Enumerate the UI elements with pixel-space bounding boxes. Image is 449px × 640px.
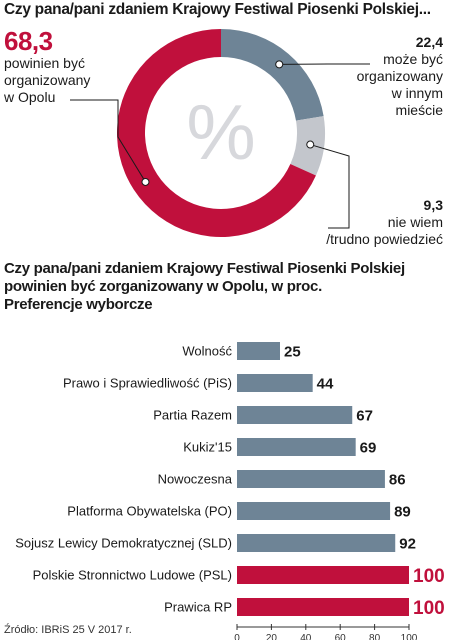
bar-chart: Wolność 25 Prawo i Sprawiedliwość (PiS) 44 P…	[15, 342, 445, 640]
value-label: 69	[360, 440, 377, 457]
bar	[237, 534, 396, 552]
x-tick-label: 20	[266, 633, 278, 640]
value-label: 92	[399, 536, 416, 553]
bar-chart-title-line: Czy pana/pani zdaniem Krajowy Festiwal P…	[4, 260, 405, 277]
slice-label-line: mieście	[395, 102, 443, 118]
bar	[237, 502, 391, 520]
slice-label-other-city: może być organizowany w innym mieście	[333, 51, 443, 119]
slice-label-line: organizowany	[356, 68, 443, 84]
value-label: 86	[389, 472, 406, 489]
donut-slice	[221, 29, 324, 121]
pie-chart-title: Czy pana/pani zdaniem Krajowy Festiwal P…	[4, 1, 431, 18]
category-label: Sojusz Lewicy Demokratycznej (SLD)	[15, 536, 232, 551]
slice-label-line: powinien być	[4, 55, 85, 71]
slice-value-opole: 68,3	[4, 26, 53, 56]
bar-chart-title-line: Preferencje wyborcze	[4, 296, 153, 313]
value-label: 100	[413, 566, 445, 587]
bar	[237, 470, 385, 488]
bar	[237, 566, 409, 584]
category-label: Partia Razem	[153, 408, 232, 423]
value-label: 44	[317, 376, 334, 393]
bar-chart-title-line: powinien być zorganizowany w Opolu, w pr…	[4, 278, 322, 295]
bar	[237, 374, 313, 392]
category-label: Nowoczesna	[158, 472, 233, 487]
leader-marker	[275, 60, 284, 69]
slice-label-line: w innym	[391, 85, 443, 101]
bar	[237, 438, 356, 456]
bar	[237, 342, 280, 360]
category-label: Prawo i Sprawiedliwość (PiS)	[63, 376, 232, 391]
category-label: Prawica RP	[164, 600, 232, 615]
donut-chart: %	[70, 29, 370, 237]
slice-value-dont-know: 9,3	[423, 197, 443, 213]
category-label: Kukiz'15	[183, 440, 232, 455]
slice-label-opole: powinien być organizowany w Opolu	[4, 55, 124, 106]
leader-line	[70, 99, 146, 183]
slice-label-line: może być	[383, 51, 443, 67]
value-label: 100	[413, 598, 445, 619]
slice-value-other-city: 22,4	[415, 34, 443, 50]
bar-chart-title: Czy pana/pani zdaniem Krajowy Festiwal P…	[4, 260, 444, 314]
value-label: 67	[356, 408, 373, 425]
percent-symbol: %	[186, 88, 255, 176]
slice-label-line: nie wiem	[387, 214, 443, 230]
source-note: Źródło: IBRiS 25 V 2017 r.	[4, 624, 132, 636]
value-label: 25	[284, 344, 301, 361]
x-tick-label: 60	[335, 633, 347, 640]
bar	[237, 598, 409, 616]
x-tick-label: 0	[234, 633, 240, 640]
leader-marker	[306, 140, 315, 149]
category-label: Wolność	[182, 344, 232, 359]
bar	[237, 406, 353, 424]
slice-label-line: organizowany	[4, 72, 91, 88]
category-label: Polskie Stronnictwo Ludowe (PSL)	[33, 568, 232, 583]
leader-line	[310, 144, 350, 229]
value-label: 89	[394, 504, 411, 521]
slice-label-line: w Opolu	[4, 89, 56, 105]
leader-marker	[141, 177, 150, 186]
slice-label-line: /trudno powiedzieć	[326, 231, 443, 247]
category-label: Platforma Obywatelska (PO)	[67, 504, 232, 519]
slice-label-dont-know: nie wiem /trudno powiedzieć	[303, 214, 443, 248]
x-tick-label: 40	[300, 633, 312, 640]
x-tick-label: 100	[401, 633, 418, 640]
x-tick-label: 80	[369, 633, 381, 640]
